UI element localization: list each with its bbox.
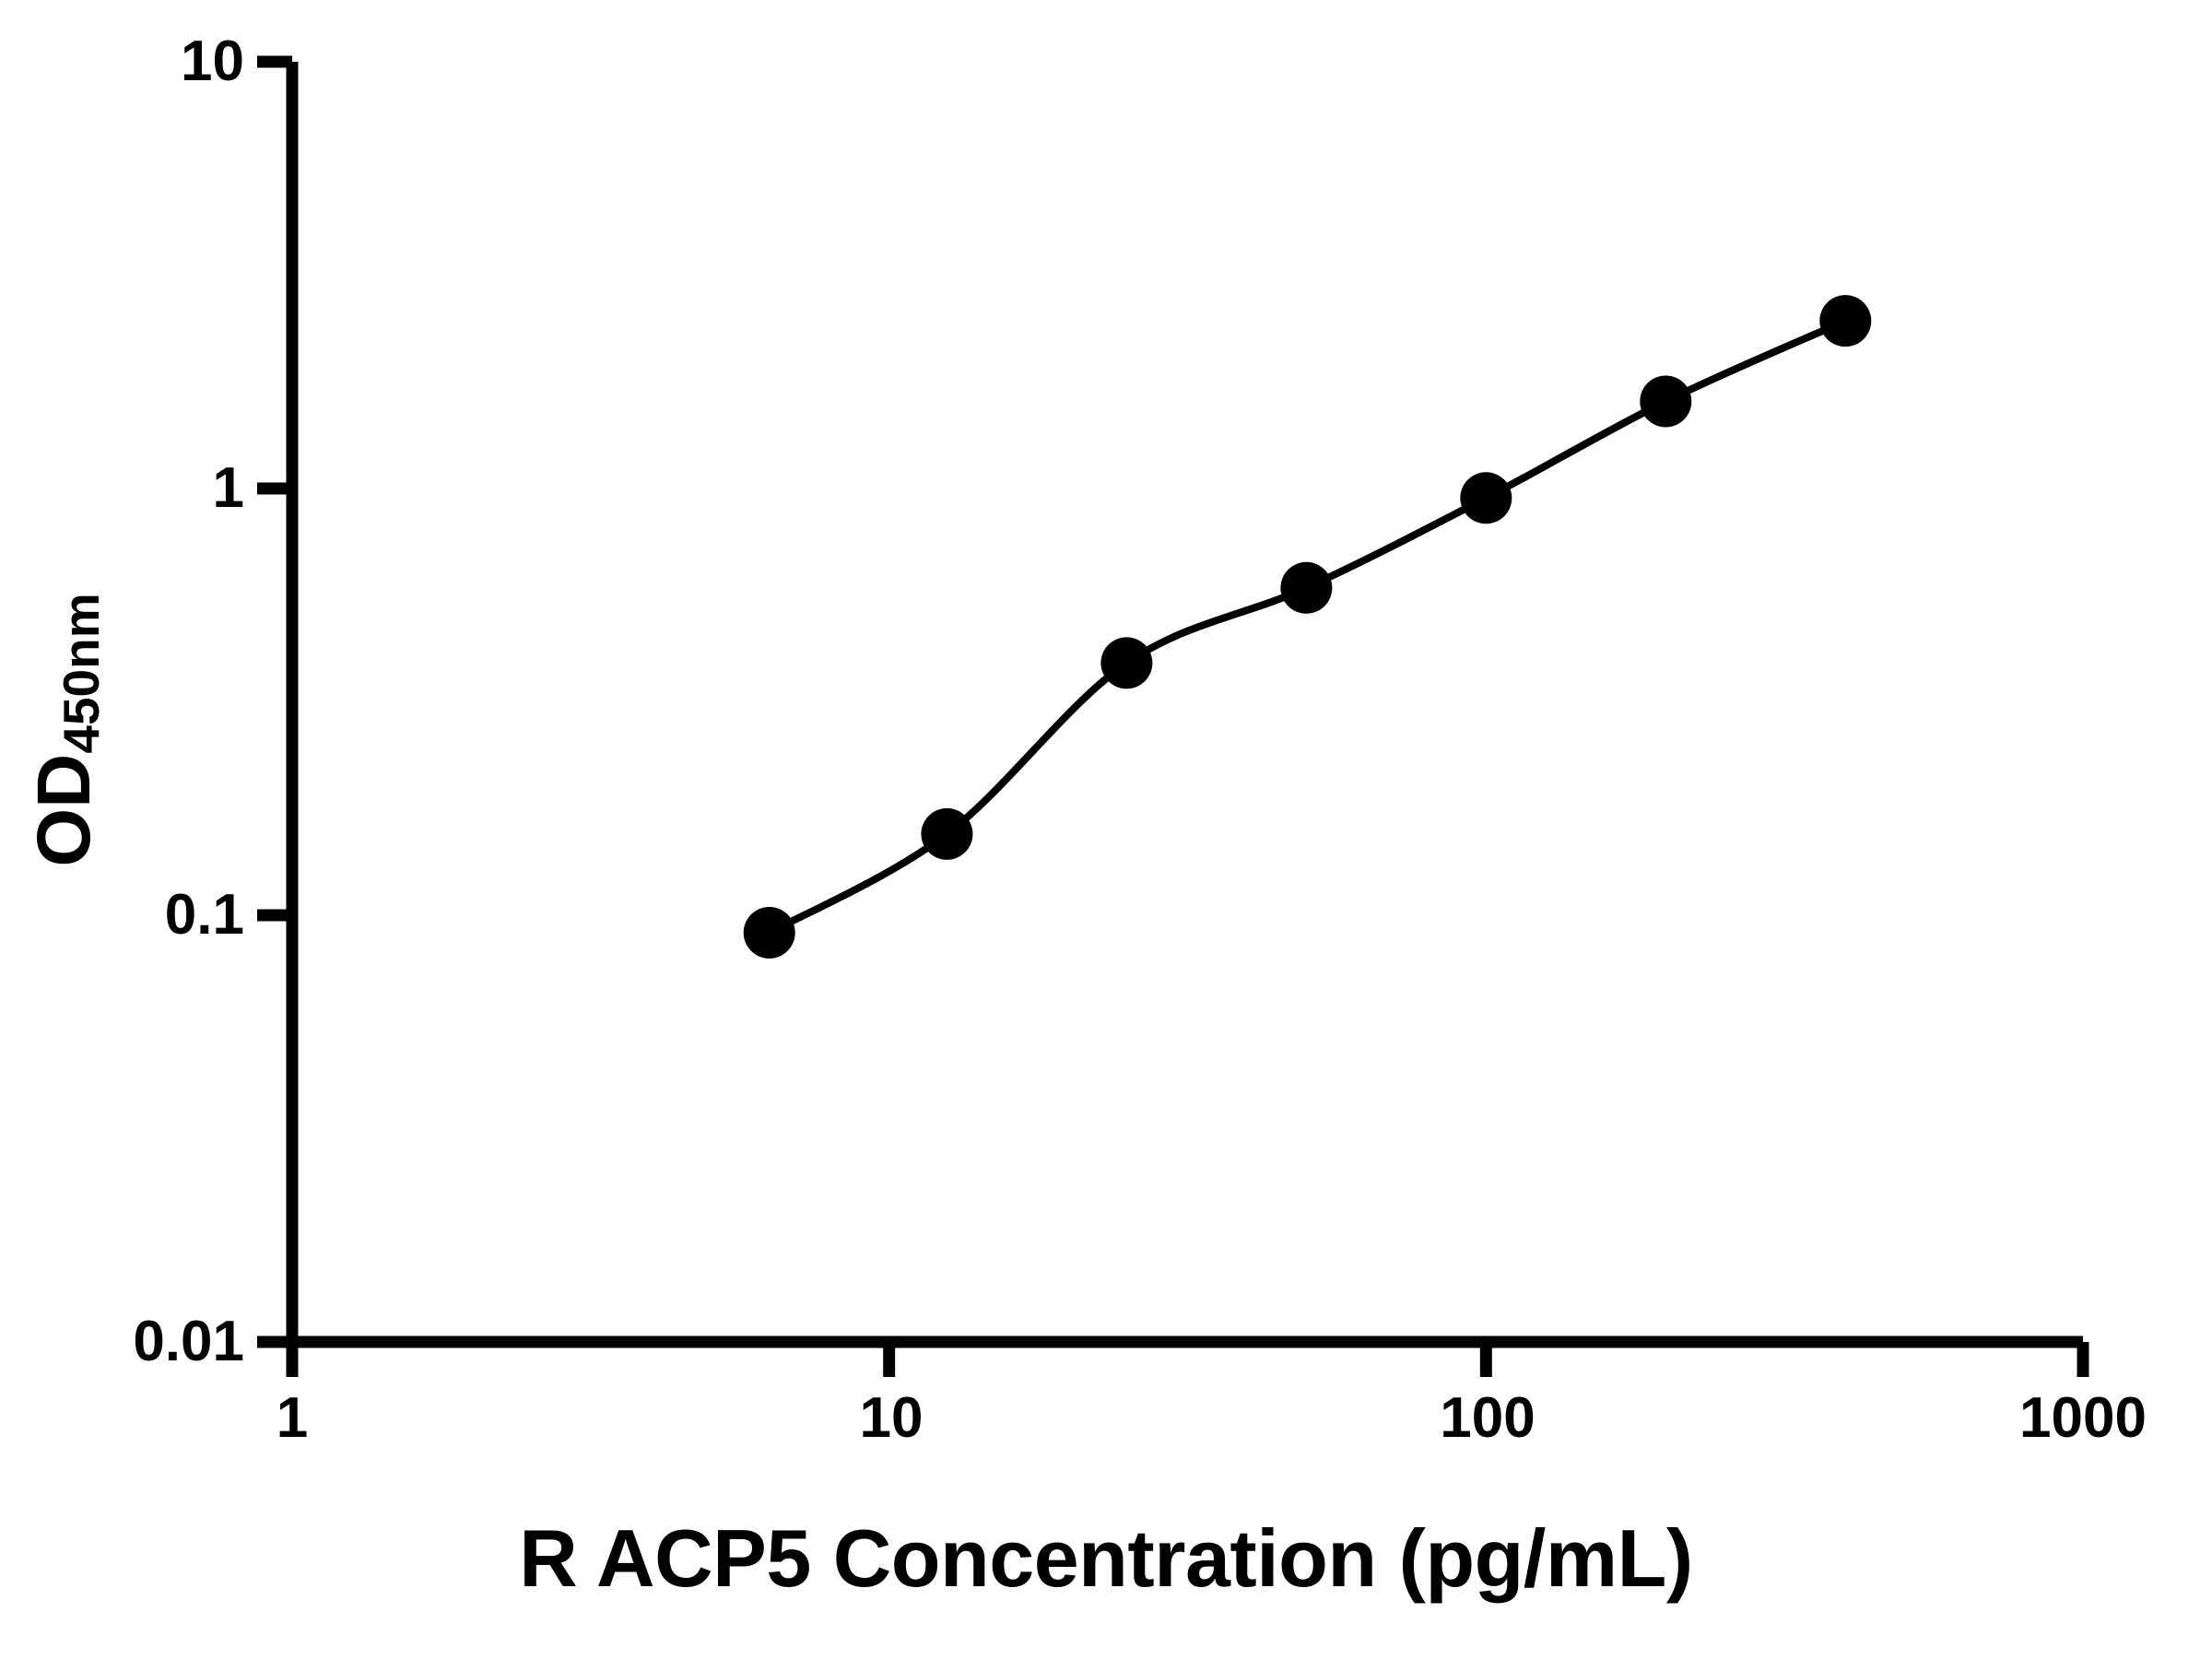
y-tick-label-1: 1 xyxy=(212,456,244,520)
y-axis-title-main: OD xyxy=(22,753,106,867)
data-point-markers xyxy=(743,295,1872,959)
x-tick-label-10: 10 xyxy=(859,1386,924,1450)
x-tick-label-1: 1 xyxy=(276,1386,309,1450)
x-tick-label-100: 100 xyxy=(1440,1386,1535,1450)
data-point xyxy=(921,807,973,860)
x-axis-title: R ACP5 Concentration (pg/mL) xyxy=(519,1512,1693,1604)
y-axis-title: OD450nm xyxy=(21,361,110,1099)
data-point xyxy=(1640,375,1692,428)
data-point xyxy=(1280,561,1333,614)
x-tick-label-1000: 1000 xyxy=(2019,1386,2147,1450)
y-tick-label-0-1: 0.1 xyxy=(164,883,244,947)
data-point xyxy=(1100,637,1153,689)
y-tick-label-10: 10 xyxy=(181,29,244,93)
data-point xyxy=(1819,295,1872,347)
y-axis-ticks xyxy=(257,55,292,1348)
axis-lines xyxy=(286,62,2083,1348)
data-point xyxy=(743,906,795,959)
data-point xyxy=(1460,472,1512,524)
x-axis-ticks xyxy=(286,1342,2089,1377)
y-tick-label-0-01: 0.01 xyxy=(133,1310,244,1373)
y-axis-title-subscript: 450nm xyxy=(53,593,110,754)
